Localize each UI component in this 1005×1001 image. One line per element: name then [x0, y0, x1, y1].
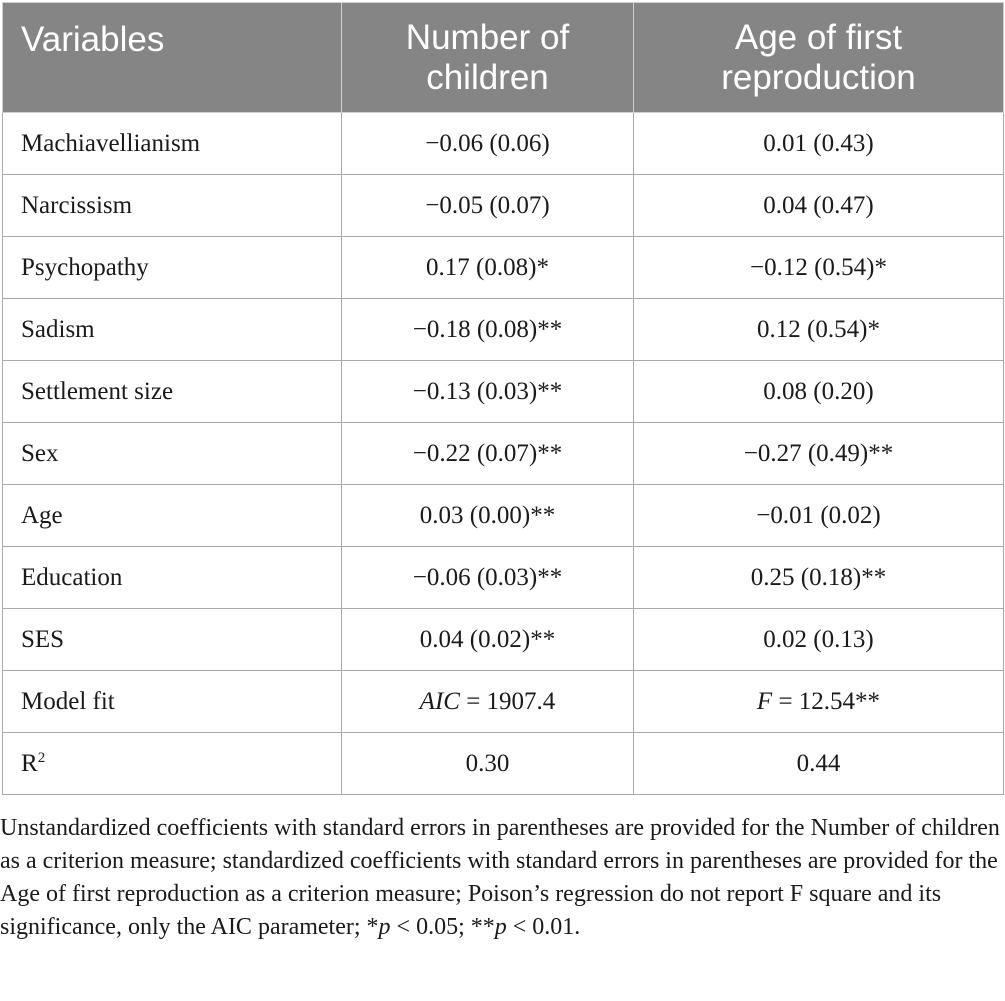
number-of-children-value: −0.06 (0.06) [341, 112, 634, 175]
r-symbol: R [21, 749, 38, 777]
number-of-children-value: 0.04 (0.02)** [341, 608, 634, 671]
age-first-reproduction-value: 0.25 (0.18)** [633, 546, 1004, 609]
aic-value: AIC = 1907.4 [341, 670, 634, 733]
age-first-reproduction-value: −0.01 (0.02) [633, 484, 1004, 547]
table-row: Settlement size −0.13 (0.03)** 0.08 (0.2… [2, 360, 1004, 423]
age-first-reproduction-value: −0.27 (0.49)** [633, 422, 1004, 485]
r-superscript: 2 [37, 749, 46, 766]
number-of-children-value: −0.06 (0.03)** [341, 546, 634, 609]
number-of-children-value: −0.18 (0.08)** [341, 298, 634, 361]
number-of-children-value: 0.30 [341, 732, 634, 795]
table-header-row: Variables Number of children Age of firs… [2, 2, 1004, 113]
age-first-reproduction-value: 0.12 (0.54)* [633, 298, 1004, 361]
number-of-children-value: −0.13 (0.03)** [341, 360, 634, 423]
age-first-reproduction-value: 0.01 (0.43) [633, 112, 1004, 175]
number-of-children-value: 0.17 (0.08)* [341, 236, 634, 299]
f-symbol: F [756, 687, 773, 715]
footnote-p-symbol: p [378, 914, 391, 940]
row-label: Sex [2, 422, 342, 485]
row-label: R2 [2, 732, 342, 795]
table-row: SES 0.04 (0.02)** 0.02 (0.13) [2, 608, 1004, 671]
row-label: Age [2, 484, 342, 547]
aic-symbol: AIC [419, 687, 460, 715]
row-label: Narcissism [2, 174, 342, 237]
age-first-reproduction-value: −0.12 (0.54)* [633, 236, 1004, 299]
header-variables: Variables [2, 2, 342, 113]
row-label: Education [2, 546, 342, 609]
table-row: Sex −0.22 (0.07)** −0.27 (0.49)** [2, 422, 1004, 485]
table-footnote: Unstandardized coefficients with standar… [0, 812, 1000, 944]
aic-number: = 1907.4 [459, 687, 556, 715]
footnote-threshold-005: < 0.05; ** [390, 914, 495, 940]
age-first-reproduction-value: 0.02 (0.13) [633, 608, 1004, 671]
footnote-threshold-001: < 0.01. [506, 914, 581, 940]
r-squared-row: R2 0.30 0.44 [2, 732, 1004, 795]
table-row: Sadism −0.18 (0.08)** 0.12 (0.54)* [2, 298, 1004, 361]
row-label: Settlement size [2, 360, 342, 423]
row-label: SES [2, 608, 342, 671]
header-age-of-first-reproduction: Age of first reproduction [633, 2, 1004, 113]
number-of-children-value: −0.05 (0.07) [341, 174, 634, 237]
age-first-reproduction-value: 0.44 [633, 732, 1004, 795]
row-label: Psychopathy [2, 236, 342, 299]
f-value: F = 12.54** [633, 670, 1004, 733]
table-row: Narcissism −0.05 (0.07) 0.04 (0.47) [2, 174, 1004, 237]
table-row: Psychopathy 0.17 (0.08)* −0.12 (0.54)* [2, 236, 1004, 299]
row-label: Model fit [2, 670, 342, 733]
footnote-main: Unstandardized coefficients with standar… [0, 815, 1000, 940]
header-number-of-children: Number of children [341, 2, 634, 113]
model-fit-row: Model fit AIC = 1907.4 F = 12.54** [2, 670, 1004, 733]
number-of-children-value: −0.22 (0.07)** [341, 422, 634, 485]
table-row: Age 0.03 (0.00)** −0.01 (0.02) [2, 484, 1004, 547]
table-row: Machiavellianism −0.06 (0.06) 0.01 (0.43… [2, 112, 1004, 175]
table-row: Education −0.06 (0.03)** 0.25 (0.18)** [2, 546, 1004, 609]
footnote-p-symbol: p [494, 914, 507, 940]
f-number: = 12.54** [772, 687, 881, 715]
age-first-reproduction-value: 0.04 (0.47) [633, 174, 1004, 237]
row-label: Sadism [2, 298, 342, 361]
row-label: Machiavellianism [2, 112, 342, 175]
age-first-reproduction-value: 0.08 (0.20) [633, 360, 1004, 423]
number-of-children-value: 0.03 (0.00)** [341, 484, 634, 547]
regression-table: Variables Number of children Age of firs… [2, 2, 1004, 795]
